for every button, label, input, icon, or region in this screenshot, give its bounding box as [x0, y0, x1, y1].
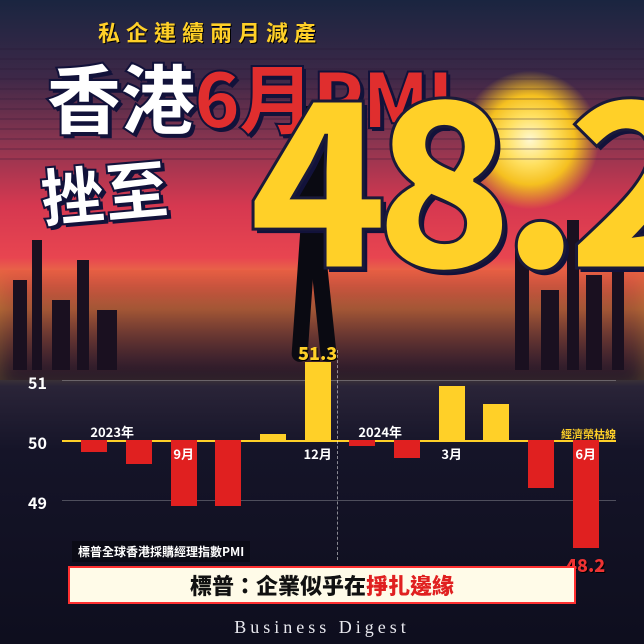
brand-mark: Business Digest: [0, 617, 644, 638]
pmi-bar: [215, 440, 241, 506]
drop-word: 挫至: [36, 139, 172, 242]
month-label: 6月: [575, 444, 596, 463]
year-label: 2023年: [90, 422, 134, 441]
infographic-canvas: 私企連續兩月減產 香港6月PMI 挫至 48.2 495051經濟榮枯線 202…: [0, 0, 644, 644]
pmi-bar: [81, 440, 107, 452]
headline-white: 香港: [46, 40, 194, 150]
pmi-bar: [439, 386, 465, 440]
year-divider: [337, 350, 338, 560]
peak-annotation: 51.3: [298, 340, 337, 366]
y-tick-label: 49: [28, 490, 47, 514]
year-label: 2024年: [358, 422, 402, 441]
pmi-bar: [305, 362, 331, 440]
pmi-bar: [260, 434, 286, 440]
y-tick-label: 50: [28, 430, 47, 454]
month-label: 12月: [303, 444, 331, 463]
caption-highlight: 掙扎邊緣: [366, 569, 454, 601]
pmi-bar: [394, 440, 420, 458]
month-label: 9月: [173, 444, 194, 463]
caption-prefix: 標普：: [190, 569, 256, 601]
caption-body: 企業似乎在: [256, 569, 366, 601]
y-tick-label: 51: [28, 370, 47, 394]
pmi-bar: [528, 440, 554, 488]
pmi-bar: [126, 440, 152, 464]
chart-source-label: 標普全球香港採購經理指數PMI: [72, 541, 250, 562]
pmi-bar: [483, 404, 509, 440]
caption-box: 標普： 企業似乎在 掙扎邊緣: [68, 566, 576, 604]
big-number: 48.2: [248, 54, 644, 284]
month-label: 3月: [441, 444, 462, 463]
pmi-chart: 495051經濟榮枯線 2023年2024年9月12月3月6月51.348.2 …: [28, 350, 616, 560]
